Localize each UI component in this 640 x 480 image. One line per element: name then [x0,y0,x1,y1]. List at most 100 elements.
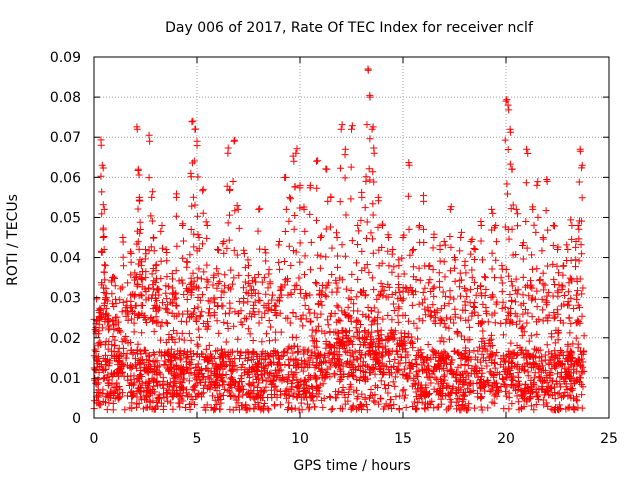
data-point [199,209,207,217]
data-point [351,348,359,356]
data-point [362,177,370,185]
data-point [556,404,564,412]
data-point [384,334,392,342]
data-point [307,266,315,274]
data-point [327,309,335,317]
data-point [430,368,438,376]
data-point [243,348,251,356]
data-point [558,348,566,356]
data-point [552,352,560,360]
data-point [497,355,505,363]
data-point [91,365,99,373]
data-point [395,406,403,414]
data-point [147,314,155,322]
data-point [332,279,340,287]
data-point [459,373,467,381]
data-point [479,327,487,335]
data-point [398,334,406,342]
data-point [251,274,259,282]
data-point [202,406,210,414]
data-point [379,368,387,376]
data-point [337,164,345,172]
data-point [227,374,235,382]
data-point [164,308,172,316]
data-point [557,383,565,391]
data-point [230,274,238,282]
data-point [183,348,191,356]
data-point [278,352,286,360]
data-point [481,339,489,347]
data-point [426,399,434,407]
data-point [153,399,161,407]
data-point [341,393,349,401]
data-point [199,185,207,193]
data-point [145,131,153,139]
data-point [115,358,123,366]
data-point [313,216,321,224]
data-point [190,309,198,317]
data-point [108,388,116,396]
data-point [493,349,501,357]
data-point [538,377,546,385]
data-point [514,360,522,368]
data-point [101,357,109,365]
data-point [173,312,181,320]
data-point [258,314,266,322]
data-point [286,193,294,201]
data-point [115,372,123,380]
data-point [362,401,370,409]
data-point [527,332,535,340]
data-point [345,385,353,393]
data-point [180,348,188,356]
data-point [324,316,332,324]
data-point [150,277,158,285]
data-point [119,389,127,397]
data-point [529,388,537,396]
data-point [335,357,343,365]
data-point [214,270,222,278]
data-point [507,381,515,389]
data-point [353,316,361,324]
data-point [319,403,327,411]
data-point [183,258,191,266]
data-point [163,249,171,257]
data-point [514,373,522,381]
y-tick-label: 0.03 [50,291,81,307]
data-point [280,375,288,383]
data-point [400,386,408,394]
data-point [409,340,417,348]
data-point [162,304,170,312]
data-point [301,252,309,260]
data-point [358,247,366,255]
data-point [135,193,143,201]
data-point [108,300,116,308]
data-point [476,385,484,393]
data-point [296,204,304,212]
data-point [308,382,316,390]
data-point [361,377,369,385]
data-point [169,392,177,400]
data-point [136,218,144,226]
data-point [131,355,139,363]
data-point [318,232,326,240]
data-point [323,371,331,379]
data-point [377,326,385,334]
data-point [136,388,144,396]
data-point [145,174,153,182]
data-point [356,346,364,354]
data-point [452,398,460,406]
data-point [371,398,379,406]
data-point [172,294,180,302]
data-point [311,403,319,411]
data-point [461,361,469,369]
data-point [517,386,525,394]
data-point [555,389,563,397]
data-point [439,353,447,361]
data-point [320,351,328,359]
data-point [255,360,263,368]
data-point [369,365,377,373]
data-point [343,349,351,357]
data-point [217,395,225,403]
data-point [99,234,107,241]
